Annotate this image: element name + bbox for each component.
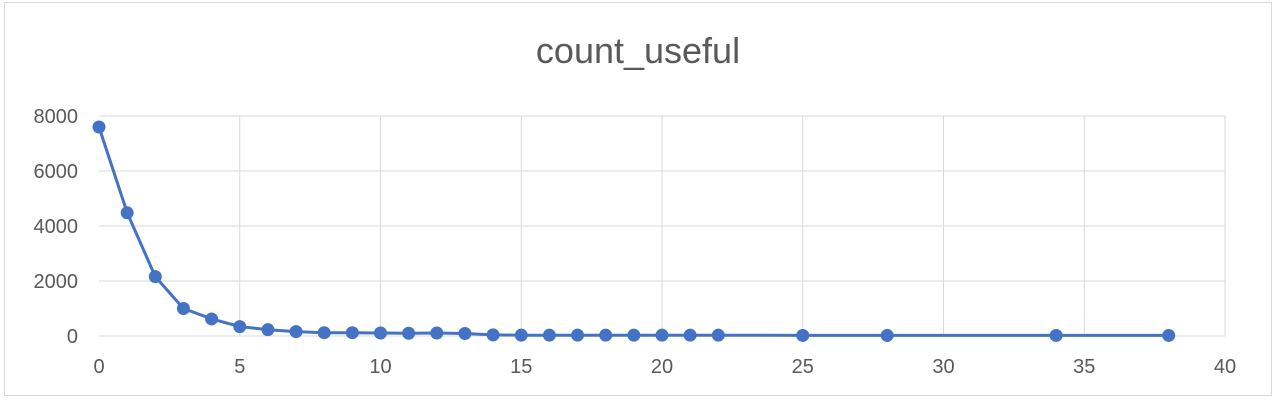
data-point (430, 326, 444, 340)
axis-labels: 0 5 10 15 20 25 30 35 40 0 2000 4000 6000 8000 (34, 106, 1237, 378)
chart-title: count_useful (536, 30, 740, 71)
data-point (289, 325, 303, 339)
x-tick-label: 30 (932, 356, 954, 378)
data-point (711, 328, 725, 342)
y-tick-label: 4000 (34, 216, 79, 238)
data-point (92, 120, 106, 134)
y-tick-label: 0 (67, 326, 78, 348)
data-point (317, 326, 331, 340)
y-tick-label: 2000 (34, 271, 79, 293)
series-line (97, 126, 1169, 337)
y-tick-label: 6000 (34, 161, 79, 183)
data-point (655, 328, 669, 342)
x-tick-label: 15 (510, 356, 532, 378)
grid (99, 115, 1226, 337)
data-point (542, 328, 556, 342)
x-tick-label: 5 (234, 356, 245, 378)
data-point (148, 270, 162, 284)
x-tick-label: 20 (651, 356, 673, 378)
data-point (599, 328, 613, 342)
x-tick-label: 25 (792, 356, 814, 378)
data-point (683, 328, 697, 342)
series (92, 120, 1176, 342)
data-point (374, 326, 387, 340)
data-point (261, 323, 275, 337)
data-point (486, 328, 500, 342)
data-point (571, 328, 585, 342)
x-tick-label: 0 (93, 356, 104, 378)
data-point (458, 327, 472, 341)
data-point (345, 326, 359, 340)
x-tick-label: 35 (1073, 356, 1095, 378)
data-point (796, 328, 810, 342)
data-point (1049, 328, 1063, 342)
data-point (627, 328, 641, 342)
x-tick-label: 10 (369, 356, 391, 378)
data-point (1162, 328, 1176, 342)
data-point (233, 320, 247, 334)
y-tick-label: 8000 (34, 106, 79, 128)
data-point (880, 328, 894, 342)
data-point (514, 328, 528, 342)
data-point (120, 206, 134, 220)
data-point (176, 302, 190, 315)
x-tick-label: 40 (1214, 356, 1236, 378)
data-point (402, 326, 416, 340)
data-point (205, 312, 219, 326)
